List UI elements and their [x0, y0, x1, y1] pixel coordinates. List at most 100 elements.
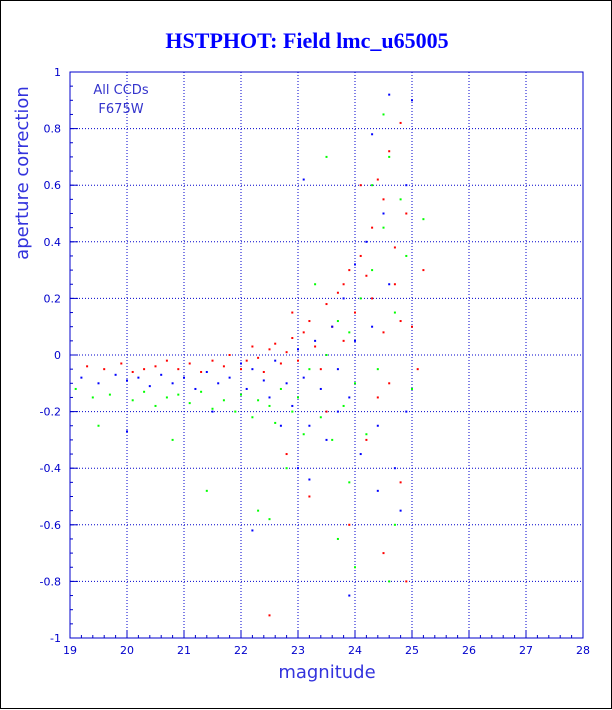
data-point	[126, 379, 128, 382]
data-point	[348, 481, 351, 484]
data-point	[194, 387, 197, 390]
data-point	[405, 184, 408, 187]
data-point	[354, 566, 356, 569]
data-point	[308, 478, 311, 481]
data-point	[342, 283, 345, 286]
data-point	[285, 467, 288, 470]
data-point	[177, 368, 180, 371]
data-point	[336, 291, 339, 294]
data-point	[200, 390, 203, 393]
data-point	[285, 351, 288, 354]
data-point	[171, 438, 174, 441]
data-point	[74, 387, 77, 390]
data-point	[354, 382, 356, 385]
data-point	[354, 263, 356, 266]
annotation-ccds: All CCDs	[93, 83, 148, 98]
data-point	[257, 509, 260, 512]
data-point	[302, 178, 305, 181]
x-tick-label: 25	[405, 644, 419, 657]
y-tick-label: 0.6	[44, 179, 62, 192]
data-point	[336, 537, 339, 540]
data-point	[97, 382, 100, 385]
data-point	[325, 354, 328, 356]
data-point	[422, 218, 425, 221]
data-point	[354, 311, 356, 314]
data-point	[160, 373, 163, 376]
data-point	[422, 269, 425, 272]
data-point	[365, 274, 368, 277]
data-point	[416, 368, 419, 371]
data-point	[302, 433, 305, 436]
data-point	[262, 370, 265, 373]
data-point	[399, 509, 402, 512]
data-point	[274, 421, 277, 424]
data-point	[211, 359, 214, 362]
data-point	[405, 580, 408, 583]
x-tick-label: 21	[177, 644, 191, 657]
y-tick-labels: -1 -0.8 -0.6 -0.4 -0.2 0 0.2 0.4 0.6 0.8 1	[40, 66, 61, 645]
data-point	[131, 370, 134, 373]
data-point	[165, 396, 168, 399]
data-point	[291, 311, 294, 314]
data-point	[211, 410, 214, 413]
data-point	[319, 387, 322, 390]
data-point	[382, 226, 385, 229]
data-point	[222, 399, 225, 402]
x-tick-label: 27	[519, 644, 533, 657]
data-point	[376, 178, 379, 181]
y-tick-label: 0.8	[44, 123, 62, 136]
data-point	[393, 311, 396, 314]
data-point	[297, 396, 299, 399]
data-point	[365, 438, 368, 441]
y-axis-label: aperture correction	[12, 86, 33, 260]
data-point	[114, 373, 117, 376]
data-point	[359, 184, 362, 187]
data-point	[382, 113, 385, 116]
x-tick-label: 20	[120, 644, 134, 657]
data-point	[411, 387, 413, 390]
data-point	[319, 416, 322, 419]
data-point	[228, 376, 231, 379]
data-point	[308, 424, 311, 427]
data-point	[297, 467, 299, 470]
data-point	[279, 387, 282, 390]
data-point	[268, 348, 271, 351]
data-point	[388, 580, 391, 583]
data-point	[154, 365, 157, 368]
x-axis-label: magnitude	[278, 662, 375, 683]
data-point	[365, 433, 368, 436]
data-points	[74, 93, 425, 617]
data-point	[257, 356, 260, 359]
data-point	[405, 254, 408, 257]
data-point	[126, 430, 128, 433]
data-point	[314, 283, 317, 286]
data-point	[405, 410, 408, 413]
data-point	[80, 376, 83, 379]
data-point	[285, 382, 288, 385]
data-point	[240, 368, 242, 371]
data-point	[279, 424, 282, 427]
y-tick-label: -0.2	[40, 406, 61, 419]
data-point	[371, 297, 374, 300]
data-point	[411, 325, 413, 328]
data-point	[131, 399, 134, 402]
data-point	[302, 376, 305, 379]
data-point	[262, 379, 265, 382]
data-point	[393, 246, 396, 249]
data-point	[348, 269, 351, 272]
data-point	[376, 489, 379, 492]
data-point	[251, 368, 254, 371]
data-point	[245, 359, 248, 362]
data-point	[393, 467, 396, 470]
data-point	[165, 359, 168, 362]
data-point	[393, 283, 396, 286]
data-point	[371, 133, 374, 136]
y-tick-label: -0.6	[40, 519, 61, 532]
data-point	[314, 345, 317, 348]
data-point	[342, 404, 345, 407]
data-point	[234, 410, 237, 413]
data-point	[302, 331, 305, 334]
data-point	[268, 614, 271, 617]
data-point	[388, 155, 391, 158]
